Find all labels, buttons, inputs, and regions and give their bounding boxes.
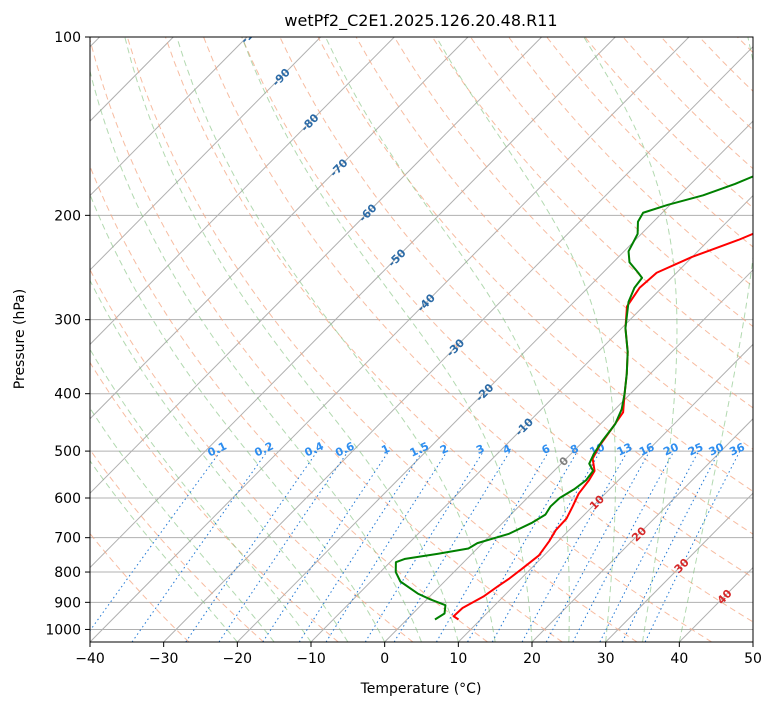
x-tick-label: 20 <box>523 651 541 667</box>
x-tick-label: −10 <box>296 651 326 667</box>
x-tick-label: −40 <box>75 651 105 667</box>
x-tick-label: −30 <box>149 651 179 667</box>
y-axis: 100 200 300 400 500 600 700 800 900 1000 <box>45 30 90 638</box>
mixing-ratio-label: 20 <box>661 440 681 458</box>
moist-adiabat <box>90 407 275 642</box>
dry-adiabat <box>90 38 563 642</box>
mixing-ratio-line <box>364 450 484 642</box>
dry-adiabat <box>355 37 753 450</box>
isotherm-line <box>605 492 753 642</box>
mixing-ratio-label: 13 <box>615 440 634 458</box>
moist-adiabat <box>325 37 570 642</box>
moist-adiabat <box>90 459 238 642</box>
dry-adiabat <box>508 37 753 288</box>
dry-adiabat <box>393 37 753 409</box>
mixing-ratio-line <box>325 450 448 642</box>
dry-adiabat <box>90 268 414 642</box>
mixing-ratio-line <box>393 450 511 642</box>
y-tick-label: 300 <box>54 313 81 329</box>
mixing-ratio-label: 36 <box>727 440 747 458</box>
y-tick-label: 900 <box>54 595 81 611</box>
isotherm-line <box>90 37 248 197</box>
isotherm-line <box>90 37 469 420</box>
x-axis: −40 −30 −20 −10 0 10 20 30 40 50 <box>75 642 762 667</box>
dry-adiabat <box>90 164 488 642</box>
isotherm-line <box>90 37 616 569</box>
moist-adiabat <box>678 37 753 642</box>
moist-adiabat <box>435 37 617 642</box>
x-tick-label: 40 <box>670 651 688 667</box>
isotherm-line <box>457 343 753 642</box>
dry-adiabat <box>203 37 753 623</box>
x-tick-label: −20 <box>223 651 253 667</box>
x-tick-label: 30 <box>597 651 615 667</box>
y-tick-label: 200 <box>54 208 81 224</box>
isotherm-line <box>236 120 753 642</box>
mixing-ratio-line <box>185 450 318 642</box>
mixing-ratio-label: 25 <box>686 440 705 458</box>
mixing-ratio-line <box>644 450 741 642</box>
y-tick-label: 800 <box>54 565 81 581</box>
y-tick-label: 600 <box>54 491 81 507</box>
mixing-ratio-line <box>218 450 349 642</box>
dry-adiabat <box>90 448 264 642</box>
mixing-ratio-labels: 0.1 0.2 0.4 0.6 1 1.5 2 3 4 6 8 10 13 16 20 25 30 36 <box>206 439 748 459</box>
x-tick-label: 50 <box>744 651 762 667</box>
isotherm-line <box>90 37 542 494</box>
mixing-ratio-line <box>572 450 675 642</box>
sounding-series <box>394 175 753 621</box>
moist-adiabat <box>176 37 496 642</box>
mixing-ratio-line <box>131 450 268 642</box>
mixing-ratio-label: 30 <box>707 440 727 458</box>
chart-title: wetPf2_C2E1.2025.126.20.48.R11 <box>284 11 557 31</box>
sounding-line <box>394 175 753 621</box>
moist-adiabat <box>583 37 678 642</box>
dry-adiabat <box>279 37 753 535</box>
dry-adiabat <box>164 37 713 642</box>
dry-adiabat <box>317 37 753 492</box>
y-tick-label: 400 <box>54 387 81 403</box>
isotherm-line <box>163 46 753 642</box>
moist-adiabat <box>241 37 533 642</box>
moist-adiabat <box>90 69 422 642</box>
mixing-ratio-line <box>262 450 390 642</box>
isotherm-line <box>90 37 395 346</box>
x-axis-label: Temperature (°C) <box>360 681 482 697</box>
y-tick-label: 700 <box>54 531 81 547</box>
dry-adiabat <box>470 37 753 328</box>
mixing-ratio-line <box>435 450 550 642</box>
moist-adiabats <box>90 37 753 642</box>
y-tick-label: 500 <box>54 444 81 460</box>
mixing-ratio-lines <box>90 450 741 642</box>
dry-adiabat <box>241 37 753 579</box>
isotherm-line <box>90 37 321 271</box>
x-tick-label: 0 <box>380 651 389 667</box>
moist-adiabat <box>124 37 459 642</box>
dry-adiabat <box>126 37 638 642</box>
mixing-ratio-label: 16 <box>637 440 657 458</box>
isotherm-line <box>531 418 753 642</box>
x-tick-label: 10 <box>449 651 467 667</box>
mixing-ratio-line <box>298 450 423 642</box>
moist-adiabat <box>90 348 312 642</box>
dry-adiabats <box>90 37 753 642</box>
y-tick-label: 1000 <box>45 622 81 638</box>
y-axis-label: Pressure (hPa) <box>12 289 28 389</box>
y-tick-label: 100 <box>54 30 81 46</box>
moist-adiabat <box>90 193 386 642</box>
plot-frame <box>89 36 754 643</box>
mixing-ratio-line <box>545 450 651 642</box>
